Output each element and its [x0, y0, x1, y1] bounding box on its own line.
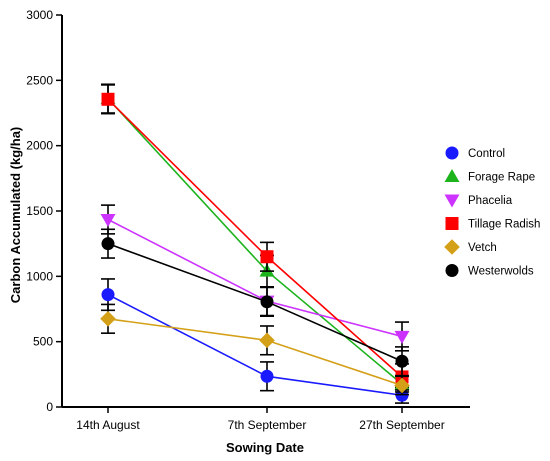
legend-item-vetch: Vetch — [444, 239, 497, 255]
legend-label: Westerwolds — [468, 266, 534, 278]
legend-marker — [445, 146, 459, 160]
data-point-phacelia — [100, 213, 116, 227]
legend-label: Phacelia — [468, 195, 513, 207]
data-point-control — [101, 288, 115, 302]
series-phacelia — [100, 204, 410, 352]
legend-item-tillage-radish: Tillage Radish — [445, 217, 540, 231]
y-tick-label: 0 — [46, 400, 53, 414]
series-line-control — [107, 293, 403, 397]
data-point-vetch — [394, 377, 410, 394]
data-point-westerwolds — [101, 237, 115, 251]
series-vetch — [100, 303, 410, 396]
data-point-westerwolds — [260, 295, 274, 309]
y-tick-label: 2500 — [26, 73, 53, 87]
y-tick-label: 500 — [33, 335, 53, 349]
data-point-vetch — [100, 311, 116, 327]
legend-marker — [445, 217, 459, 230]
data-point-phacelia — [394, 330, 410, 344]
series-forage-rape — [100, 83, 410, 393]
series-layer — [100, 83, 410, 404]
series-westerwolds — [101, 228, 409, 377]
legend-item-forage-rape: Forage Rape — [444, 169, 535, 184]
legend-item-westerwolds: Westerwolds — [445, 264, 534, 278]
series-line-phacelia — [107, 218, 403, 338]
y-tick-label: 2000 — [26, 139, 53, 153]
y-tick-label: 1000 — [26, 269, 53, 283]
legend-item-control: Control — [445, 146, 505, 160]
series-tillage-radish — [101, 84, 409, 391]
legend-marker — [444, 194, 460, 208]
series-line-tillage-radish — [107, 98, 403, 378]
legend-item-phacelia: Phacelia — [444, 194, 513, 208]
x-tick-label: 14th August — [76, 418, 140, 432]
x-axis-title: Sowing Date — [226, 440, 304, 455]
axes: 0 500 1000 1500 2000 2500 3000 14th August 7th S… — [26, 8, 470, 432]
legend: Control Forage Rape Phacelia Tillage Radish… — [444, 146, 540, 278]
y-tick-label: 1500 — [26, 204, 53, 218]
data-point-westerwolds — [395, 354, 409, 368]
legend-label: Vetch — [468, 242, 497, 254]
data-point-control — [260, 369, 274, 383]
x-tick-label: 7th September — [228, 418, 307, 432]
legend-label: Forage Rape — [468, 172, 535, 184]
data-point-vetch — [259, 332, 275, 349]
legend-label: Control — [468, 148, 505, 160]
series-line-westerwolds — [107, 242, 403, 362]
series-line-vetch — [107, 318, 403, 387]
legend-marker — [444, 239, 460, 255]
data-point-tillage-radish — [101, 92, 115, 106]
legend-marker — [445, 264, 459, 277]
y-axis-title: Carbon Accumulated (kg/ha) — [8, 127, 23, 303]
legend-marker — [444, 169, 460, 183]
x-tick-label: 27th September — [359, 418, 444, 432]
legend-label: Tillage Radish — [468, 219, 540, 231]
y-tick-label: 3000 — [26, 8, 53, 22]
data-point-tillage-radish — [260, 250, 274, 264]
